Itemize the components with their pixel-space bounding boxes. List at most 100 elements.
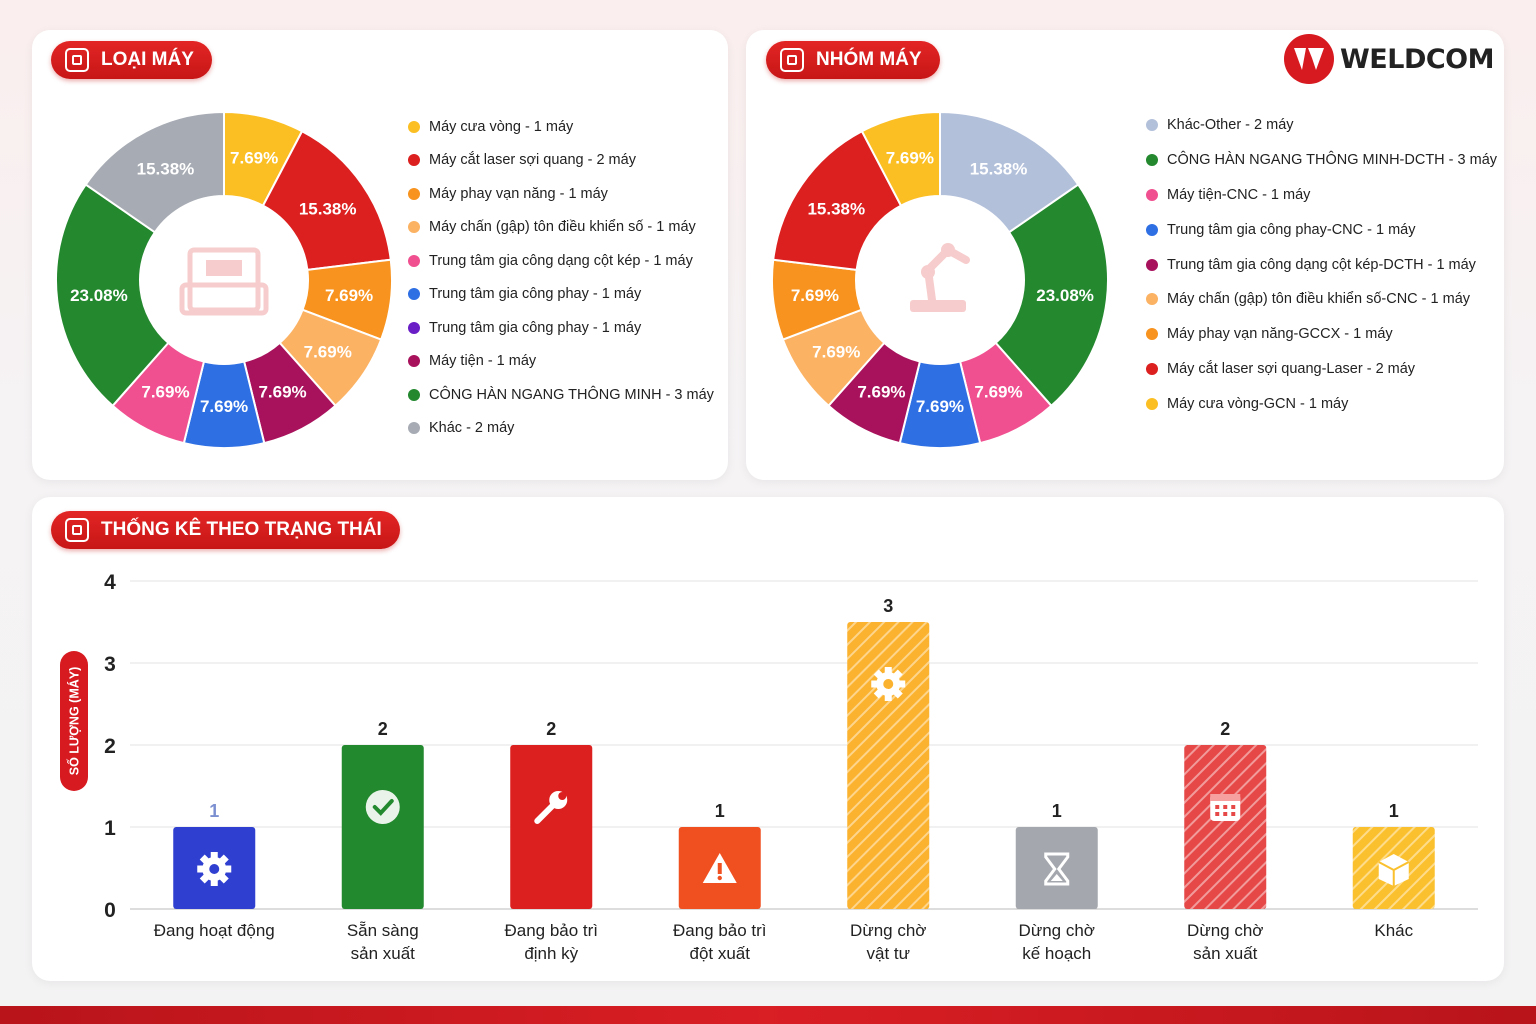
bar-value-label: 3 — [883, 596, 893, 616]
nhom-may-slice-label: 15.38% — [970, 159, 1028, 178]
legend-swatch — [408, 221, 420, 234]
loai-may-legend-item: CÔNG HÀN NGANG THÔNG MINH - 3 máy — [408, 378, 714, 412]
y-axis-label-pill: SỐ LƯỢNG (MÁY) — [60, 651, 88, 791]
status-bar-chart: 0 1 2 3 4 1 Đang hoạt động 2 Sẵn sàng sản xuất 2 Đa… — [104, 571, 1478, 963]
loai-may-slice — [261, 129, 392, 271]
loai-may-title: LOẠI MÁY — [101, 49, 194, 70]
legend-swatch — [1146, 397, 1158, 410]
x-category-label: vật tư — [866, 944, 910, 963]
loai-may-donut-chart: 7.69% 15.38% 7.69% 7.69% 7.69% 7.69% 7.69% 23.0… — [55, 110, 393, 449]
status-bar — [341, 745, 424, 909]
nhom-may-slice — [939, 110, 1080, 234]
loai-may-legend-item: Trung tâm gia công phay - 1 máy — [408, 311, 714, 345]
legend-label: Máy cắt laser sợi quang - 2 máy — [429, 152, 636, 169]
nhom-may-title-pill: NHÓM MÁY — [766, 41, 940, 79]
stats-icon — [65, 518, 89, 542]
legend-label: Máy phay vạn năng-GCCX - 1 máy — [1167, 326, 1393, 343]
legend-swatch — [1146, 258, 1158, 271]
nhom-may-slice-label: 7.69% — [812, 343, 860, 362]
nhom-may-slice-label: 7.69% — [974, 383, 1022, 402]
loai-may-slice-label: 7.69% — [230, 149, 278, 168]
loai-may-legend-item: Máy phay vạn năng - 1 máy — [408, 177, 714, 211]
legend-label: Máy chấn (gập) tôn điều khiển số-CNC - 1… — [1167, 291, 1471, 308]
nhom-may-slice — [772, 129, 903, 271]
loai-may-slice-label: 23.08% — [70, 286, 128, 305]
nhom-may-legend-item: Khác-Other - 2 máy — [1146, 108, 1497, 143]
nhom-may-legend-item: Trung tâm gia công dạng cột kép-DCTH - 1… — [1146, 247, 1497, 282]
wrench-icon — [534, 791, 568, 824]
bar-value-label: 2 — [1220, 719, 1230, 739]
nhom-may-legend-item: Máy phay vạn năng-GCCX - 1 máy — [1146, 317, 1497, 352]
x-category-label: Dừng chờ — [1187, 921, 1263, 940]
nhom-may-slice-label: 15.38% — [807, 199, 865, 218]
weldcom-logo: WELDCOM — [1284, 34, 1494, 84]
x-category-label: Dừng chờ — [1019, 921, 1095, 940]
loai-may-slice-label: 15.38% — [137, 159, 195, 178]
legend-label: Máy cưa vòng - 1 máy — [429, 118, 574, 135]
y-tick-label: 0 — [104, 899, 116, 922]
loai-may-slice — [84, 110, 225, 234]
nhom-may-legend-item: Máy tiện-CNC - 1 máy — [1146, 178, 1497, 213]
nhom-may-legend-item: Máy cưa vòng-GCN - 1 máy — [1146, 386, 1497, 421]
status-card: THỐNG KÊ THEO TRẠNG THÁI SỐ LƯỢNG (MÁY) … — [32, 497, 1504, 981]
legend-label: Trung tâm gia công phay - 1 máy — [429, 319, 642, 336]
x-category-label: Đang hoạt động — [154, 921, 275, 940]
bar-value-label: 1 — [1389, 801, 1399, 821]
legend-swatch — [1146, 154, 1158, 167]
robot-arm-icon — [910, 243, 970, 312]
legend-label: CÔNG HÀN NGANG THÔNG MINH - 3 máy — [429, 386, 714, 403]
calendar-icon — [1210, 794, 1241, 821]
legend-label: Máy chấn (gập) tôn điều khiển số - 1 máy — [429, 219, 696, 236]
loai-may-slice-label: 7.69% — [304, 343, 352, 362]
hourglass-icon — [1044, 852, 1070, 886]
legend-label: Khác - 2 máy — [429, 420, 515, 437]
nhom-may-legend-item: Máy cắt laser sợi quang-Laser - 2 máy — [1146, 352, 1497, 387]
y-tick-label: 4 — [104, 571, 116, 594]
legend-label: Máy cưa vòng-GCN - 1 máy — [1167, 395, 1349, 412]
check-circle-icon — [365, 790, 400, 824]
loai-may-legend-item: Máy cưa vòng - 1 máy — [408, 110, 714, 144]
legend-swatch — [408, 288, 420, 301]
legend-label: Trung tâm gia công phay-CNC - 1 máy — [1167, 221, 1416, 238]
nhom-may-card: NHÓM MÁY WELDCOM 15.38% 23.08% 7.69% 7.69% 7… — [746, 30, 1504, 480]
legend-swatch — [1146, 223, 1158, 236]
legend-swatch — [1146, 293, 1158, 306]
x-category-label: Dừng chờ — [850, 921, 926, 940]
loai-may-slice-label: 7.69% — [141, 383, 189, 402]
legend-swatch — [408, 388, 420, 401]
nhom-may-slice-label: 23.08% — [1036, 286, 1094, 305]
machine-group-icon — [780, 48, 804, 72]
loai-may-legend: Máy cưa vòng - 1 máy Máy cắt laser sợi qu… — [408, 110, 714, 445]
legend-swatch — [408, 321, 420, 334]
nhom-may-slice — [860, 110, 941, 207]
legend-swatch — [408, 254, 420, 267]
x-category-label: Đang bảo trì — [504, 921, 598, 940]
loai-may-slice-label: 15.38% — [299, 199, 357, 218]
status-bar — [510, 745, 593, 909]
legend-swatch — [1146, 188, 1158, 201]
x-category-label: sản xuất — [351, 944, 416, 963]
legend-swatch — [1146, 119, 1158, 132]
legend-label: Trung tâm gia công dạng cột kép-DCTH - 1… — [1167, 256, 1476, 273]
loai-may-slice-label: 7.69% — [200, 397, 248, 416]
gear-icon — [197, 852, 232, 886]
bar-value-label: 2 — [546, 719, 556, 739]
warning-icon — [702, 853, 737, 883]
legend-label: Máy cắt laser sợi quang-Laser - 2 máy — [1167, 360, 1416, 377]
bar-value-label: 1 — [1052, 801, 1062, 821]
x-category-label: Đang bảo trì — [673, 921, 767, 940]
legend-label: Máy tiện-CNC - 1 máy — [1167, 186, 1311, 203]
y-tick-label: 1 — [104, 817, 116, 840]
bar-value-label: 2 — [378, 719, 388, 739]
x-category-label: Sẵn sàng — [347, 921, 419, 940]
nhom-may-slice — [994, 183, 1109, 408]
bar-value-label: 1 — [715, 801, 725, 821]
legend-swatch — [1146, 362, 1158, 375]
nhom-may-title: NHÓM MÁY — [816, 49, 922, 70]
y-tick-label: 2 — [104, 735, 116, 758]
legend-swatch — [1146, 328, 1158, 341]
nhom-may-slice-label: 7.69% — [857, 383, 905, 402]
machine-icon — [65, 48, 89, 72]
loai-may-legend-item: Khác - 2 máy — [408, 412, 714, 446]
x-category-label: kế hoạch — [1022, 944, 1091, 963]
